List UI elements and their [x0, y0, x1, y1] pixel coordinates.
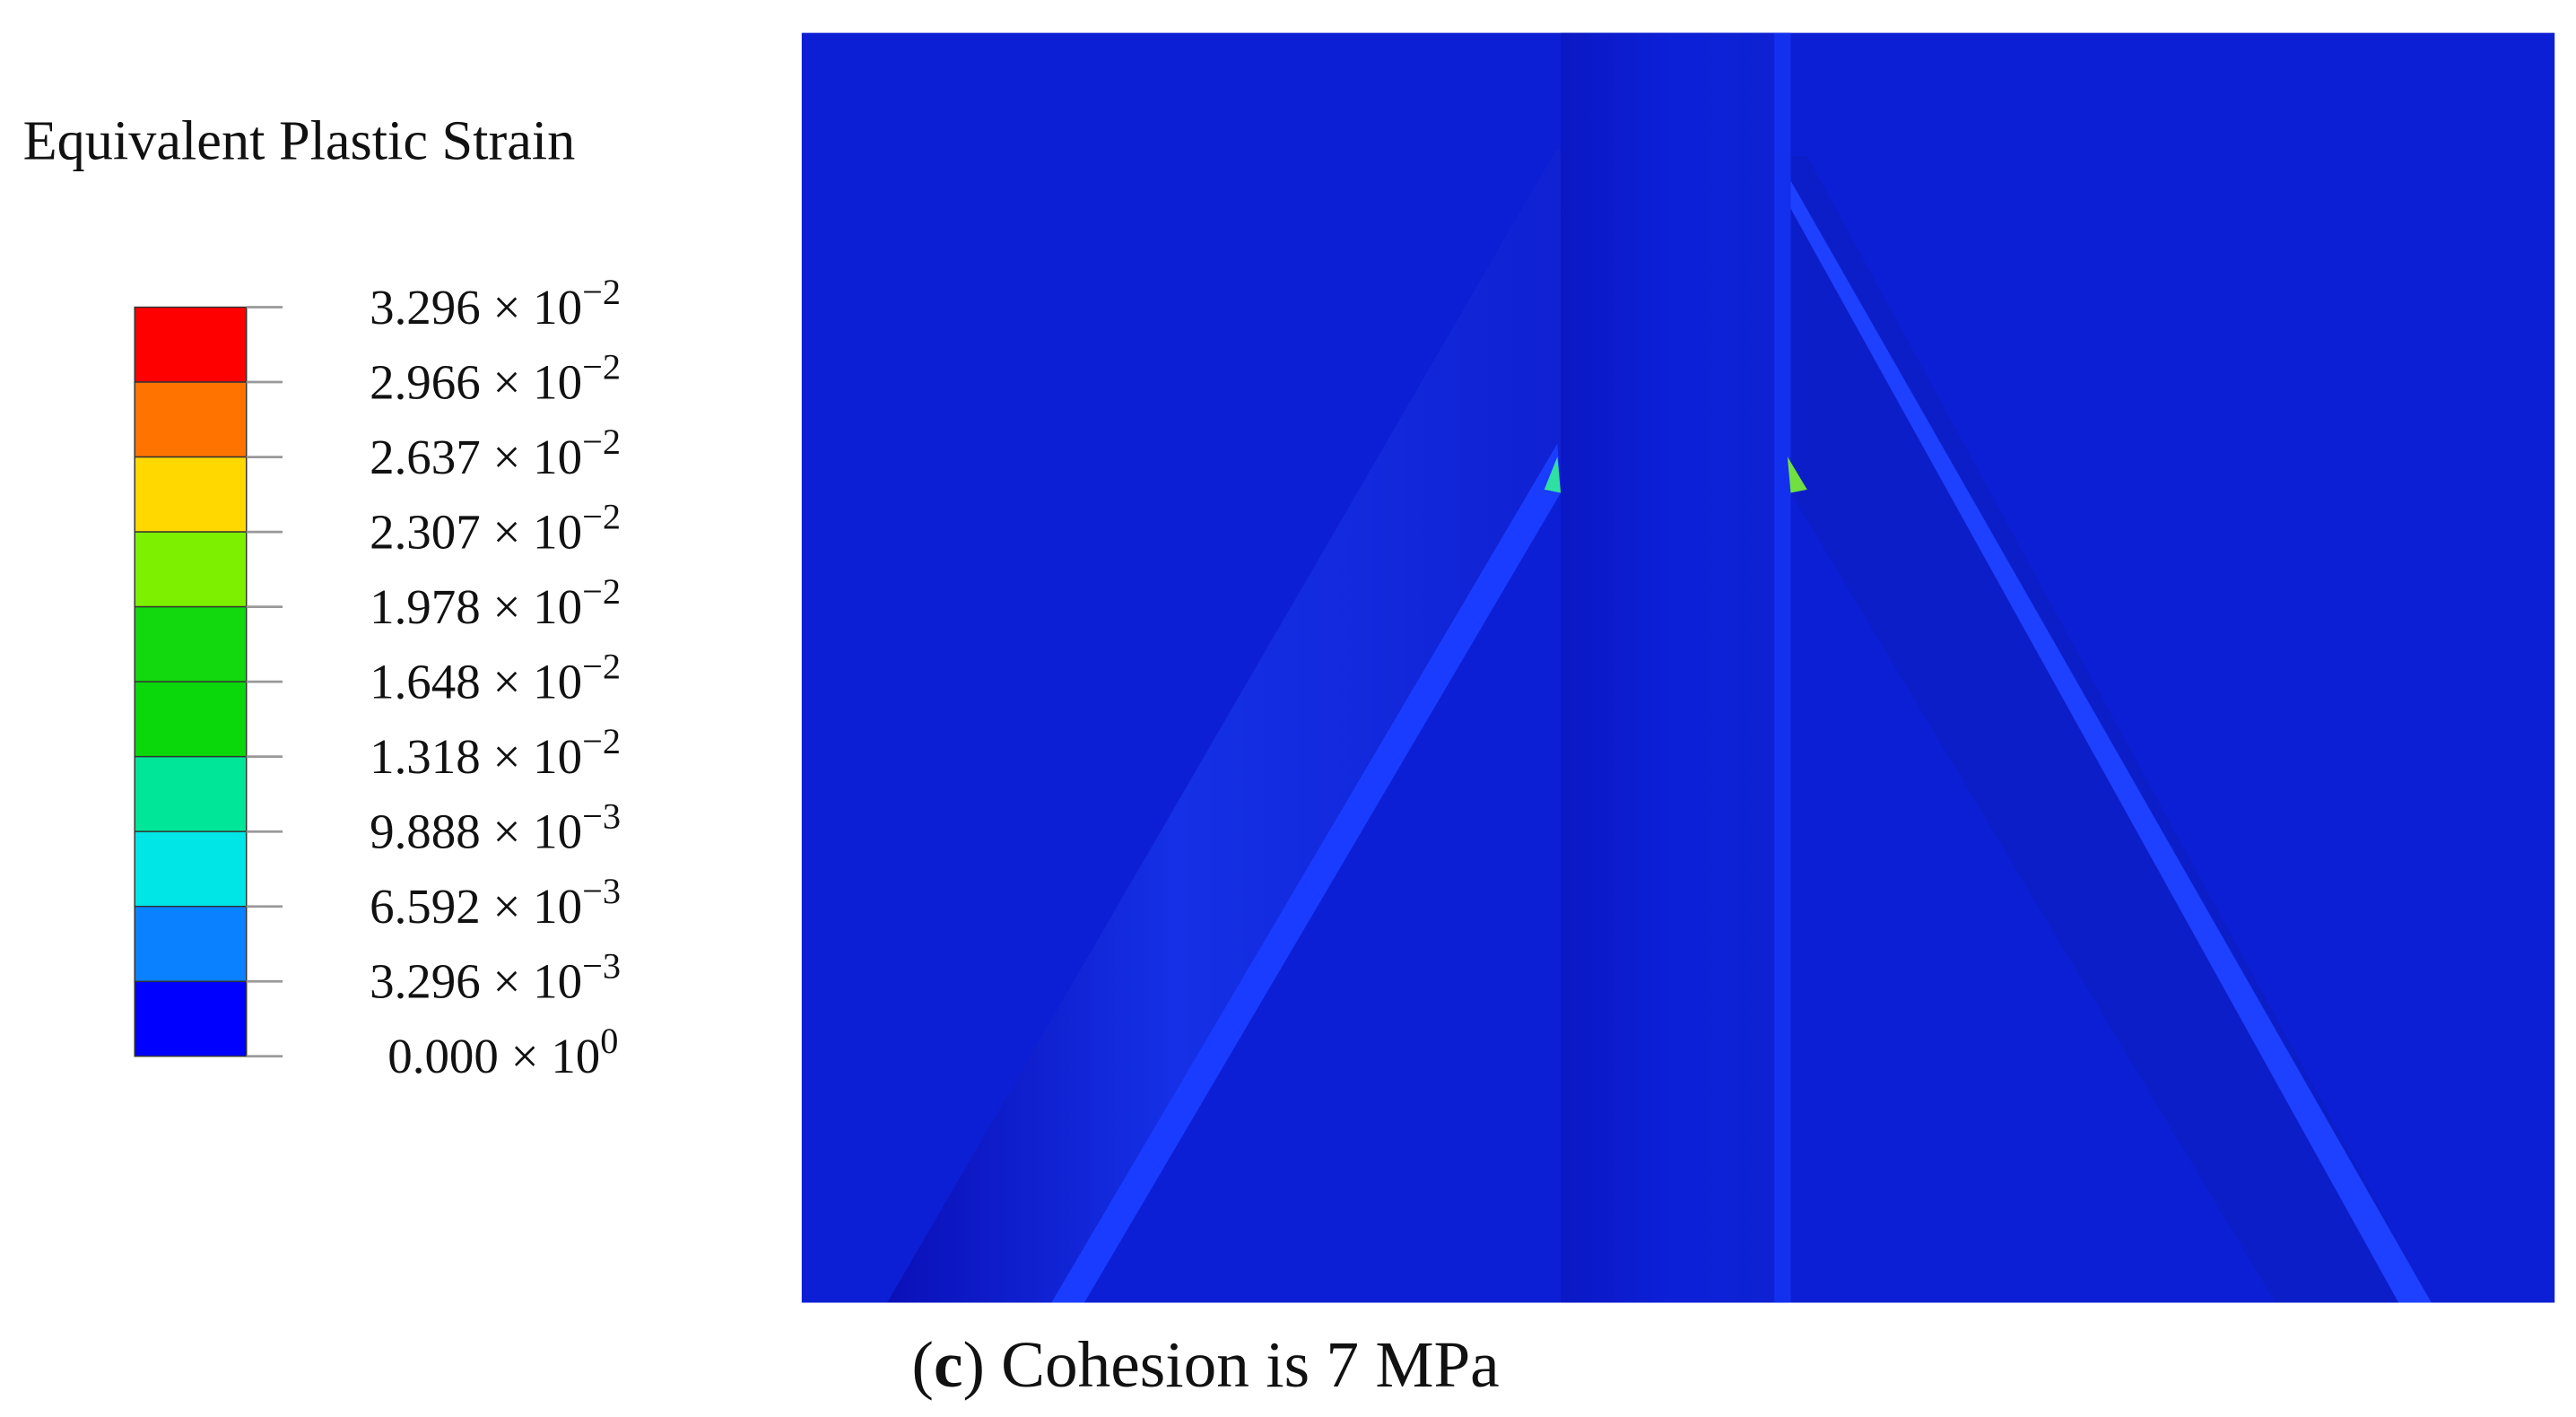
- legend-label-base: 3.296 × 10: [370, 280, 582, 335]
- hotspot-right: [1787, 456, 1807, 493]
- column-edge: [1774, 32, 1791, 1303]
- legend-label-exponent: −3: [582, 871, 621, 911]
- legend-band: [134, 830, 248, 908]
- legend-band: [134, 755, 248, 832]
- legend-label-base: 1.978 × 10: [370, 579, 582, 634]
- legend-label-exponent: 0: [600, 1021, 618, 1061]
- legend-band: [134, 605, 248, 682]
- legend-label-exponent: −2: [582, 272, 621, 312]
- legend-label: 2.637 × 10−2: [370, 422, 621, 484]
- legend-label-exponent: −3: [582, 946, 621, 987]
- legend-label-base: 2.966 × 10: [370, 354, 582, 409]
- legend-band: [134, 905, 248, 982]
- legend-band: [134, 681, 248, 758]
- contour-plot: [801, 32, 2555, 1303]
- legend-label: 3.296 × 10−2: [370, 272, 621, 335]
- legend-title: Equivalent Plastic Strain: [23, 111, 576, 172]
- legend-label: 3.296 × 10−3: [370, 946, 621, 1009]
- legend-label-exponent: −2: [582, 571, 621, 612]
- legend-label: 9.888 × 10−3: [370, 796, 621, 859]
- legend-label-base: 2.637 × 10: [370, 430, 582, 484]
- legend-band: [134, 980, 248, 1057]
- right-brace-highlight: [1766, 164, 2432, 1303]
- caption-open: (: [912, 1328, 934, 1401]
- legend-label: 2.307 × 10−2: [370, 496, 621, 559]
- legend: 3.296 × 10−22.966 × 10−22.637 × 10−22.30…: [134, 272, 621, 1083]
- legend-label: 6.592 × 10−3: [370, 871, 621, 934]
- legend-label-exponent: −2: [582, 646, 621, 686]
- legend-band: [134, 456, 248, 533]
- legend-label: 2.966 × 10−2: [370, 346, 621, 409]
- legend-label: 1.648 × 10−2: [370, 646, 621, 708]
- left-brace-highlight: [1051, 443, 1562, 1303]
- legend-label: 0.000 × 100: [387, 1021, 618, 1083]
- legend-label-exponent: −2: [582, 496, 621, 536]
- legend-label-exponent: −2: [582, 346, 621, 387]
- legend-label-exponent: −2: [582, 422, 621, 462]
- central-column: [1561, 32, 1788, 1303]
- legend-label-base: 0.000 × 10: [387, 1029, 600, 1083]
- hotspot-left: [1544, 456, 1562, 493]
- caption-label: c: [934, 1328, 963, 1401]
- legend-label-base: 2.307 × 10: [370, 504, 582, 559]
- legend-label-base: 6.592 × 10: [370, 879, 582, 934]
- legend-label-exponent: −3: [582, 796, 621, 837]
- legend-label-base: 9.888 × 10: [370, 804, 582, 859]
- legend-label: 1.318 × 10−2: [370, 721, 621, 784]
- legend-band: [134, 306, 248, 383]
- legend-band: [134, 531, 248, 608]
- legend-label-exponent: −2: [582, 721, 621, 761]
- legend-label-base: 3.296 × 10: [370, 954, 582, 1009]
- left-brace: [887, 147, 1602, 1303]
- legend-label-base: 1.318 × 10: [370, 729, 582, 784]
- legend-band: [134, 381, 248, 458]
- caption-rest: ) Cohesion is 7 MPa: [962, 1328, 1499, 1401]
- legend-label: 1.978 × 10−2: [370, 571, 621, 634]
- legend-label-base: 1.648 × 10: [370, 654, 582, 708]
- caption: (c) Cohesion is 7 MPa: [912, 1328, 1500, 1401]
